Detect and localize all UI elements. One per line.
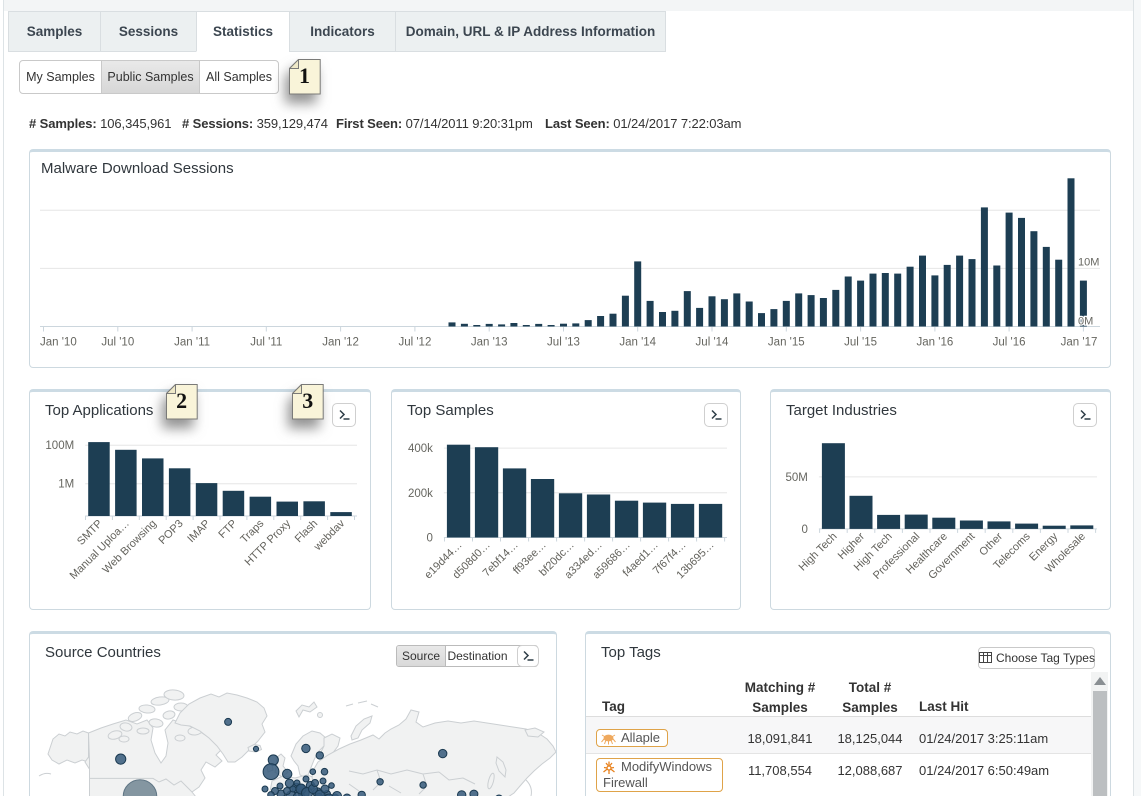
svg-text:0M: 0M bbox=[1078, 316, 1093, 328]
svg-text:0: 0 bbox=[801, 524, 807, 536]
svg-text:Jan '10: Jan '10 bbox=[40, 337, 77, 349]
svg-text:High Tech: High Tech bbox=[797, 531, 840, 574]
svg-text:Jul '15: Jul '15 bbox=[844, 337, 877, 349]
svg-text:Jan '12: Jan '12 bbox=[322, 337, 359, 349]
svg-text:FTP: FTP bbox=[216, 518, 239, 541]
svg-text:Jan '16: Jan '16 bbox=[917, 337, 954, 349]
svg-text:Jan '11: Jan '11 bbox=[174, 337, 210, 349]
svg-text:Jul '14: Jul '14 bbox=[696, 337, 729, 349]
svg-text:IMAP: IMAP bbox=[185, 518, 213, 546]
svg-text:Jan '17: Jan '17 bbox=[1061, 337, 1098, 349]
svg-text:Jan '15: Jan '15 bbox=[768, 337, 805, 349]
svg-text:0: 0 bbox=[426, 533, 432, 545]
svg-text:Jan '14: Jan '14 bbox=[619, 337, 656, 349]
svg-text:400k: 400k bbox=[408, 443, 433, 455]
svg-text:1M: 1M bbox=[58, 479, 74, 491]
svg-text:50M: 50M bbox=[786, 472, 808, 484]
svg-text:200k: 200k bbox=[408, 488, 433, 500]
svg-text:Jul '16: Jul '16 bbox=[993, 337, 1026, 349]
svg-text:Jul '13: Jul '13 bbox=[547, 337, 580, 349]
svg-text:100M: 100M bbox=[45, 440, 74, 452]
svg-text:POP3: POP3 bbox=[156, 518, 185, 547]
svg-text:Jul '10: Jul '10 bbox=[101, 337, 134, 349]
svg-text:Jul '11: Jul '11 bbox=[250, 337, 282, 349]
svg-text:Jan '13: Jan '13 bbox=[471, 337, 508, 349]
svg-text:10M: 10M bbox=[1078, 256, 1099, 268]
svg-text:Jul '12: Jul '12 bbox=[398, 337, 431, 349]
